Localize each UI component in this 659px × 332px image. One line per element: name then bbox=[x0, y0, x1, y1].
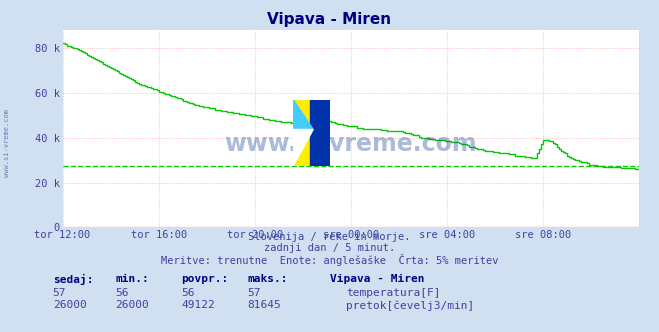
Text: www.si-vreme.com: www.si-vreme.com bbox=[3, 109, 10, 177]
Text: temperatura[F]: temperatura[F] bbox=[346, 288, 440, 298]
Text: Meritve: trenutne  Enote: anglešaške  Črta: 5% meritev: Meritve: trenutne Enote: anglešaške Črta… bbox=[161, 254, 498, 266]
Text: 26000: 26000 bbox=[53, 300, 86, 310]
Text: 57: 57 bbox=[247, 288, 260, 298]
Polygon shape bbox=[293, 129, 313, 166]
Text: 56: 56 bbox=[181, 288, 194, 298]
Text: sedaj:: sedaj: bbox=[53, 274, 93, 285]
Text: maks.:: maks.: bbox=[247, 274, 287, 284]
Text: 81645: 81645 bbox=[247, 300, 281, 310]
Text: www.si-vreme.com: www.si-vreme.com bbox=[225, 132, 477, 156]
Polygon shape bbox=[293, 100, 313, 129]
Text: 49122: 49122 bbox=[181, 300, 215, 310]
Polygon shape bbox=[293, 100, 310, 166]
Text: Slovenija / reke in morje.: Slovenija / reke in morje. bbox=[248, 232, 411, 242]
Text: Vipava - Miren: Vipava - Miren bbox=[268, 12, 391, 27]
Text: min.:: min.: bbox=[115, 274, 149, 284]
Text: pretok[čevelj3/min]: pretok[čevelj3/min] bbox=[346, 300, 474, 311]
Text: Vipava - Miren: Vipava - Miren bbox=[330, 274, 424, 284]
Text: 57: 57 bbox=[53, 288, 66, 298]
Text: 26000: 26000 bbox=[115, 300, 149, 310]
Text: zadnji dan / 5 minut.: zadnji dan / 5 minut. bbox=[264, 243, 395, 253]
Text: 56: 56 bbox=[115, 288, 129, 298]
Polygon shape bbox=[310, 100, 330, 166]
Text: povpr.:: povpr.: bbox=[181, 274, 229, 284]
